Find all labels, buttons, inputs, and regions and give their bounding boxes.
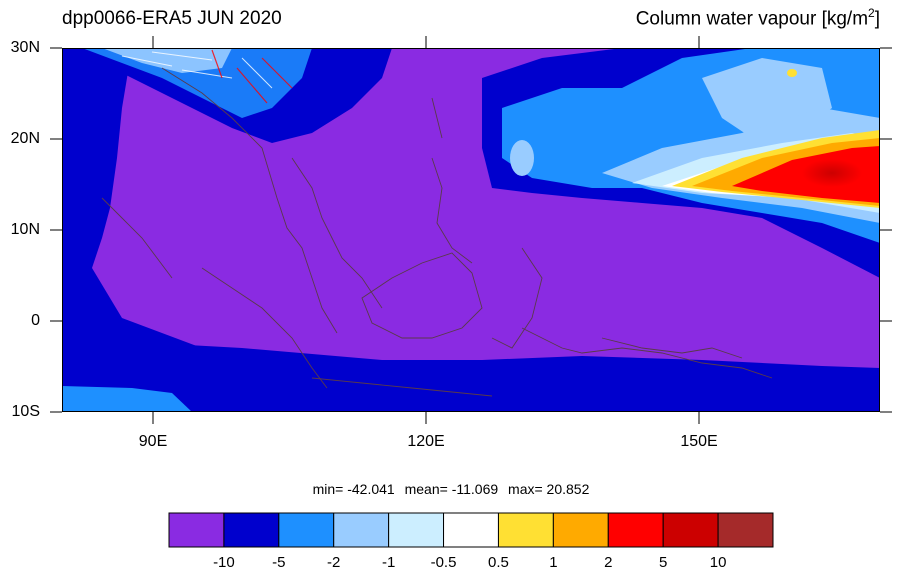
colorbar-swatch bbox=[717, 512, 774, 548]
field-region-west-blue bbox=[62, 48, 322, 412]
colorbar-swatch bbox=[662, 512, 719, 548]
coastlines bbox=[101, 67, 773, 397]
lat-label-10s: 10S bbox=[11, 403, 40, 420]
colorbar-tick-label: -1 bbox=[381, 554, 396, 571]
lat-label-10n: 10N bbox=[10, 221, 40, 238]
lon-label-120e: 120E bbox=[407, 433, 445, 450]
colorbar-tick-label: -10 bbox=[213, 554, 235, 571]
field-plume-max bbox=[802, 159, 862, 187]
colorbar-swatch bbox=[168, 512, 225, 548]
colorbar-tick-label: 0.5 bbox=[488, 554, 509, 571]
title-variable: Column water vapour [kg/m bbox=[635, 8, 869, 30]
colorbar-swatch bbox=[497, 512, 554, 548]
lat-label-20n: 20N bbox=[10, 130, 40, 147]
field-noise-red bbox=[211, 49, 293, 104]
title-unit-close: ] bbox=[874, 8, 880, 30]
colorbar-tick-label: -0.5 bbox=[430, 554, 457, 571]
lon-label-150e: 150E bbox=[680, 433, 718, 450]
stat-mean: mean= -11.069 bbox=[404, 481, 499, 497]
field-statistics: min= -42.041 mean= -11.069 max= 20.852 bbox=[0, 481, 902, 497]
lon-label-90e: 90E bbox=[138, 433, 168, 450]
lat-label-0: 0 bbox=[31, 312, 40, 329]
colorbar-tick-label: 5 bbox=[659, 554, 668, 571]
colorbar-swatch bbox=[223, 512, 280, 548]
lat-label-30n: 30N bbox=[10, 39, 40, 56]
stat-max: max= 20.852 bbox=[508, 481, 590, 497]
colorbar-swatch bbox=[278, 512, 335, 548]
colorbar bbox=[168, 512, 774, 548]
plot-title-left: dpp0066-ERA5 JUN 2020 bbox=[62, 8, 282, 29]
colorbar-tick-label: 2 bbox=[604, 554, 613, 571]
map-frame bbox=[62, 48, 880, 412]
field-region-north-noise bbox=[82, 48, 312, 118]
field-region-south-blue bbox=[62, 338, 880, 412]
stat-min: min= -42.041 bbox=[312, 481, 395, 497]
map-panel bbox=[62, 48, 880, 412]
field-region-south-light bbox=[62, 386, 192, 412]
colorbar-swatch bbox=[333, 512, 390, 548]
colorbar-tick-label: 10 bbox=[709, 554, 727, 571]
field-small-blob-2 bbox=[510, 140, 534, 176]
colorbar-swatch bbox=[388, 512, 445, 548]
colorbar-tick-label: -5 bbox=[272, 554, 286, 571]
colorbar-tick-label: -2 bbox=[327, 554, 341, 571]
plot-title-right: Column water vapour [kg/m2] bbox=[636, 6, 880, 30]
field-noise-streaks bbox=[121, 51, 273, 89]
colorbar-swatch bbox=[552, 512, 609, 548]
field-region-north-light bbox=[102, 48, 232, 73]
colorbar-swatch bbox=[443, 512, 499, 548]
title-unit-exponent: 2 bbox=[868, 6, 875, 20]
colorbar-swatch bbox=[607, 512, 664, 548]
field-small-blob-core bbox=[787, 69, 797, 77]
colorbar-tick-label: 1 bbox=[549, 554, 558, 571]
